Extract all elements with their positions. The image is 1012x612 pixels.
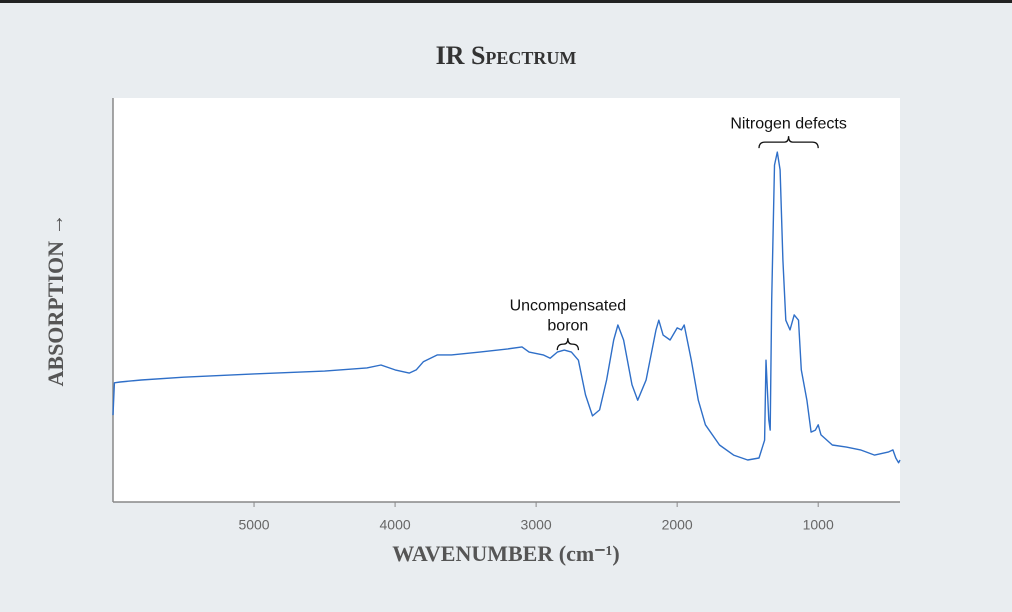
top-border (0, 0, 1012, 3)
chart-title: IR Spectrum (436, 41, 577, 70)
annotation-text: Uncompensated (510, 297, 627, 314)
spectrum-line (112, 151, 901, 464)
annotation-text: boron (547, 317, 588, 334)
annotation-brace (758, 136, 819, 149)
x-tick-label: 5000 (238, 517, 269, 533)
x-tick-label: 3000 (521, 517, 552, 533)
x-tick-label: 4000 (380, 517, 411, 533)
x-axis-label: WAVENUMBER (cm⁻¹) (392, 541, 619, 566)
annotation-brace (556, 338, 580, 351)
plot-area (113, 98, 900, 502)
x-tick-label: 1000 (803, 517, 834, 533)
annotation-text: Nitrogen defects (730, 115, 847, 132)
y-axis-label: ABSORPTION → (43, 214, 68, 387)
x-tick-label: 2000 (662, 517, 693, 533)
